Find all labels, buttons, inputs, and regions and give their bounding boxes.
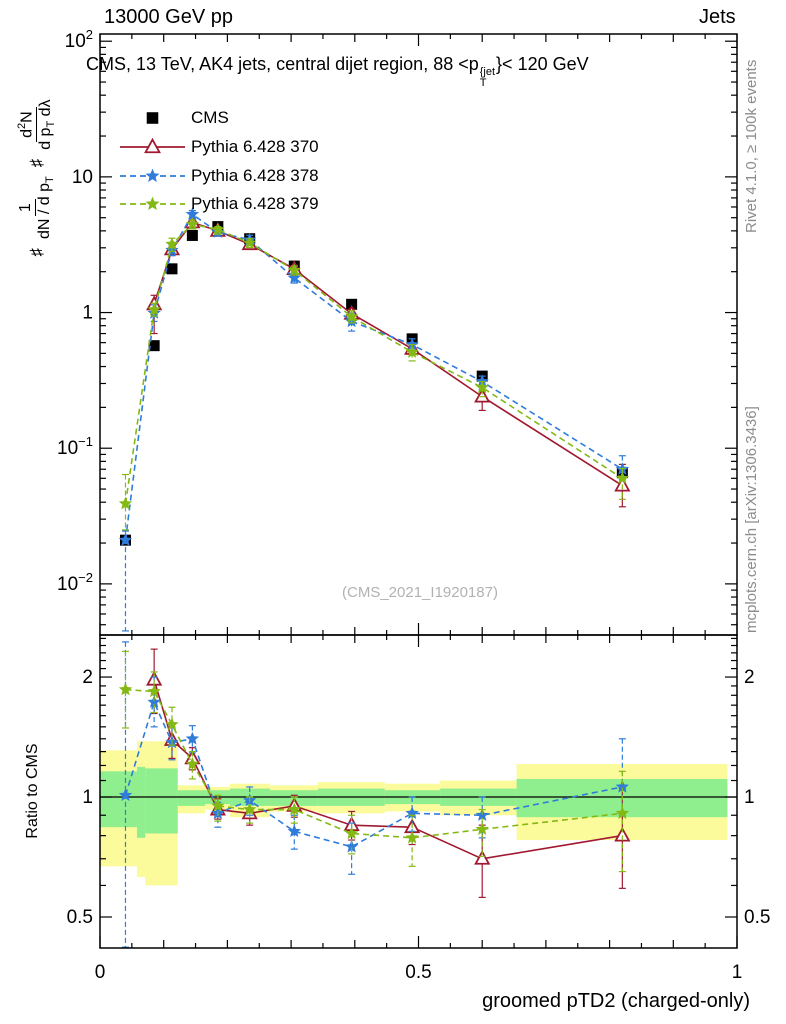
legend-label-pythia-378: Pythia 6.428 378: [191, 166, 319, 185]
ylabel-fraction-1: 1 dN / d pT: [16, 176, 57, 240]
svg-text:1: 1: [744, 787, 755, 808]
rivet-version-note: Rivet 4.1.0, ≥ 100k events: [743, 59, 760, 233]
legend-markers: [120, 112, 185, 210]
plot-title-suffix: }< 120 GeV: [496, 54, 589, 74]
plot-title-superscript: {jet: [479, 66, 496, 78]
main-panel-series: [118, 207, 631, 632]
svg-text:1: 1: [732, 962, 743, 983]
svg-text:0: 0: [95, 962, 106, 983]
analysis-id-watermark: (CMS_2021_I1920187): [342, 584, 498, 601]
svg-text:1: 1: [82, 787, 93, 808]
x-axis-label: groomed pTD2 (charged-only): [482, 990, 750, 1012]
mcplots-reference-note: mcplots.cern.ch [arXiv:1306.3436]: [743, 406, 760, 633]
legend-label-pythia-379: Pythia 6.428 379: [191, 194, 319, 213]
svg-text:10−2: 10−2: [57, 570, 93, 595]
axis-ticks: [99, 34, 738, 948]
svg-text:10: 10: [72, 167, 93, 188]
legend-label-cms: CMS: [191, 108, 229, 127]
axis-tick-labels: 102 10 1 10−1 10−2 2 2 1 1 0.5 0.5 0 0.5 1: [57, 27, 770, 983]
svg-text:0.5: 0.5: [67, 907, 93, 928]
legend-label-pythia-370: Pythia 6.428 370: [191, 137, 319, 156]
main-y-axis-label: ♯ 1 dN / d pT ♯ d2N d pT dλ: [7, 52, 67, 302]
svg-text:0.5: 0.5: [405, 962, 431, 983]
svg-text:2: 2: [744, 667, 755, 688]
plot-title: CMS, 13 TeV, AK4 jets, central dijet reg…: [86, 54, 589, 89]
svg-text:0.5: 0.5: [744, 907, 770, 928]
ratio-y-axis-label: Ratio to CMS: [24, 743, 41, 839]
plot-title-prefix: CMS, 13 TeV, AK4 jets, central dijet reg…: [86, 54, 479, 74]
svg-text:1: 1: [82, 303, 93, 324]
plot-title-subscript: T: [479, 77, 487, 89]
analysis-group-header: Jets: [699, 6, 736, 28]
ratio-panel-series: [118, 641, 631, 948]
svg-text:10−1: 10−1: [57, 434, 93, 459]
sharp-symbol: ♯: [27, 248, 46, 257]
sharp-symbol: ♯: [27, 158, 46, 168]
ylabel-fraction-2: d2N d pT dλ: [15, 99, 58, 150]
beam-energy-header: 13000 GeV pp: [104, 6, 233, 28]
plot-title-subsup: {jet T: [480, 67, 495, 89]
svg-text:102: 102: [65, 27, 93, 52]
svg-text:2: 2: [82, 667, 93, 688]
